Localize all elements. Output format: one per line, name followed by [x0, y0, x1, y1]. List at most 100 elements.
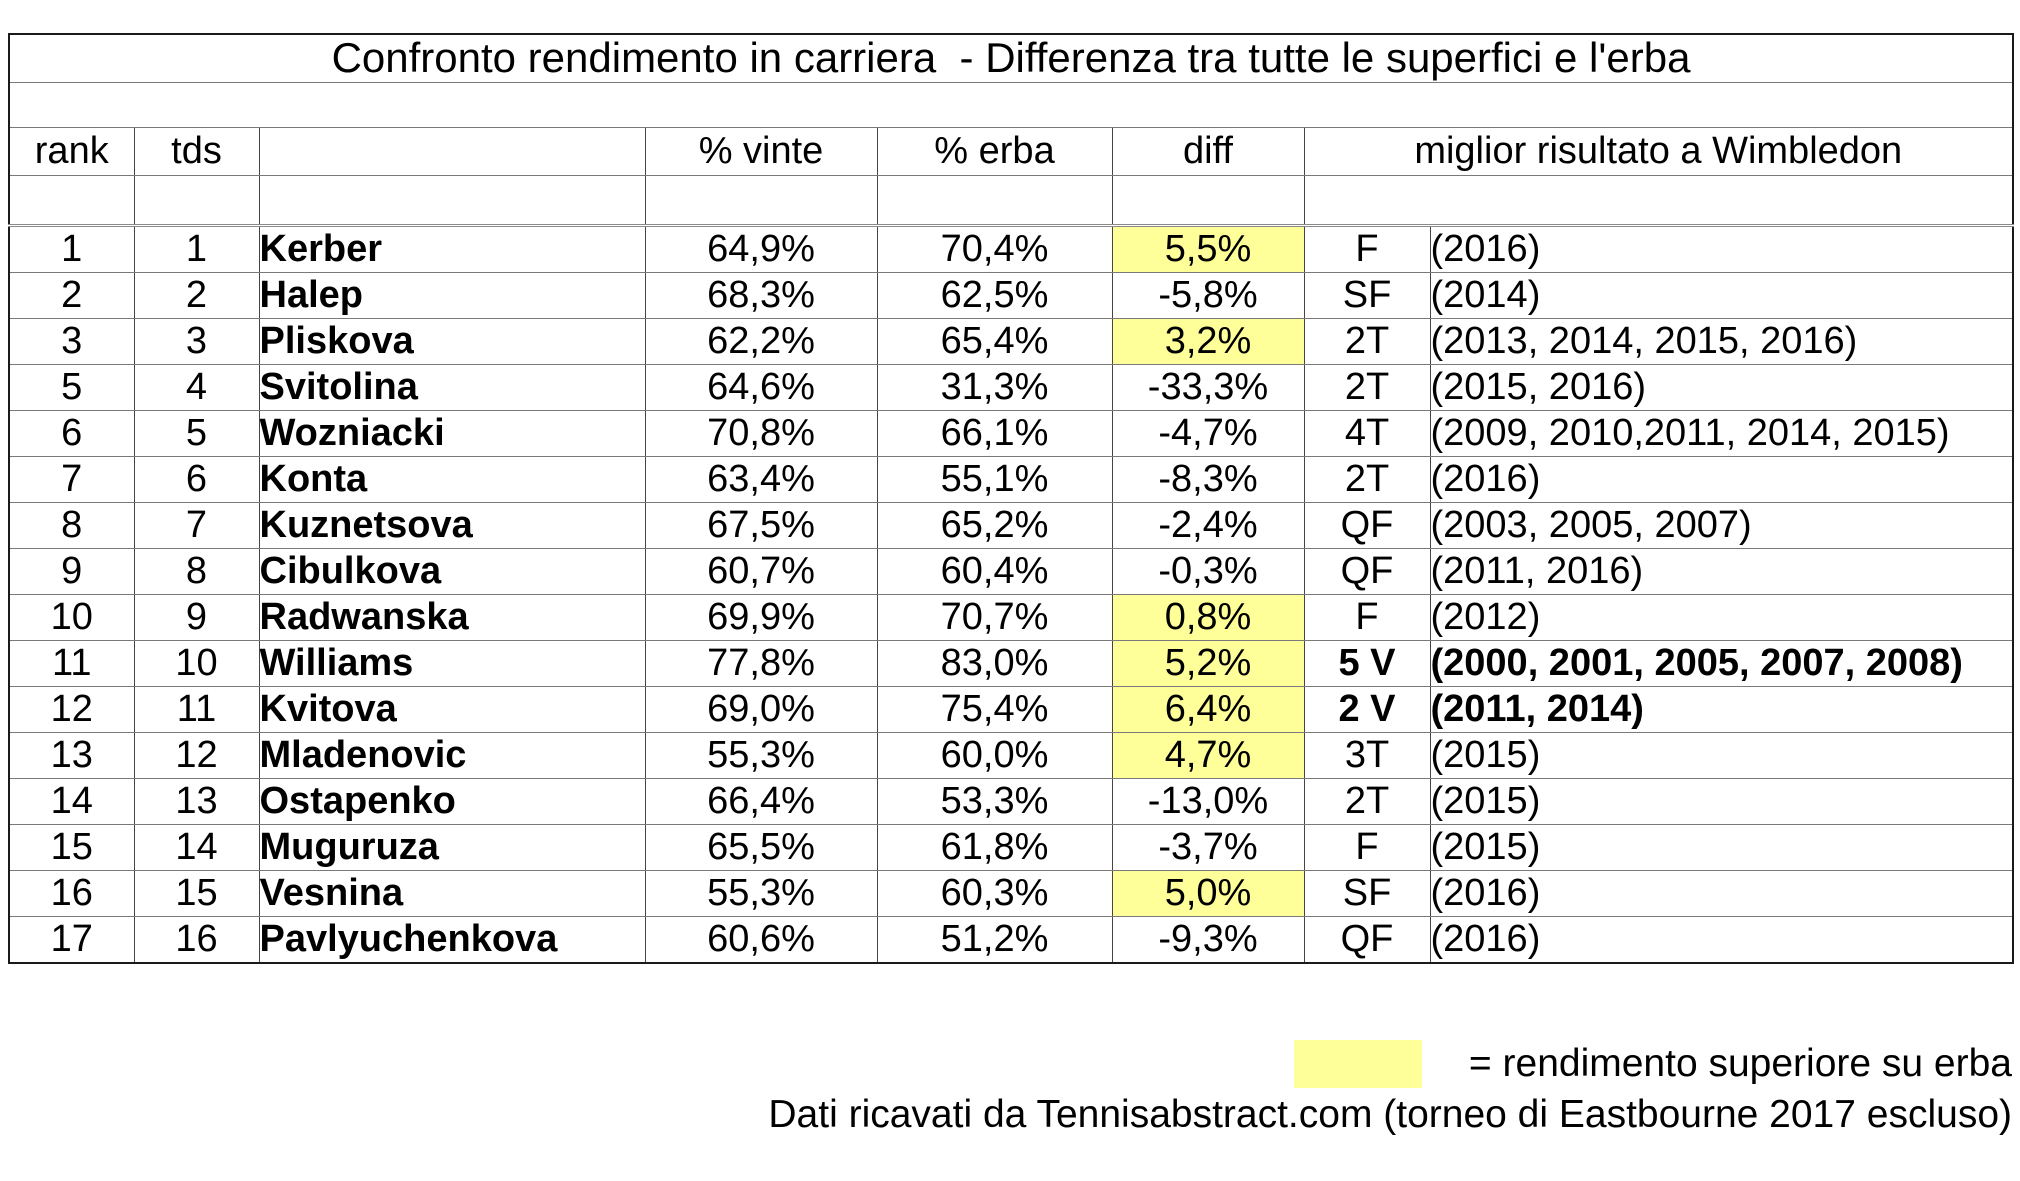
spacer-row — [8, 82, 2014, 128]
pct-grass-cell: 60,3% — [876, 870, 1113, 917]
spacer-cell — [644, 175, 878, 227]
result-cell: 2T — [1303, 456, 1431, 503]
years-cell: (2000, 2001, 2005, 2007, 2008) — [1429, 640, 2014, 687]
spacer-cell — [8, 82, 2014, 128]
player-name-cell: Mladenovic — [258, 732, 646, 779]
rank-cell: 7 — [8, 456, 135, 503]
tds-cell: 1 — [133, 225, 260, 273]
table-row: 6 5 Wozniacki 70,8% 66,1% -4,7% 4T (2009, 2010,… — [8, 410, 2014, 457]
column-header-rank: rank — [8, 127, 135, 176]
years-cell: (2016) — [1429, 456, 2014, 503]
result-cell: 2T — [1303, 318, 1431, 365]
table-row: 10 9 Radwanska 69,9% 70,7% 0,8% F (2012) — [8, 594, 2014, 641]
pct-won-cell: 63,4% — [644, 456, 878, 503]
pct-won-cell: 60,6% — [644, 916, 878, 964]
table-row: 13 12 Mladenovic 55,3% 60,0% 4,7% 3T (2015) — [8, 732, 2014, 779]
pct-grass-cell: 75,4% — [876, 686, 1113, 733]
table-row: 8 7 Kuznetsova 67,5% 65,2% -2,4% QF (2003, 2005… — [8, 502, 2014, 549]
tds-cell: 2 — [133, 272, 260, 319]
pct-grass-cell: 83,0% — [876, 640, 1113, 687]
pct-grass-cell: 60,0% — [876, 732, 1113, 779]
diff-cell: 5,5% — [1111, 225, 1305, 273]
spacer-row — [8, 175, 2014, 227]
diff-cell: -3,7% — [1111, 824, 1305, 871]
years-cell: (2012) — [1429, 594, 2014, 641]
pct-grass-cell: 51,2% — [876, 916, 1113, 964]
pct-grass-cell: 55,1% — [876, 456, 1113, 503]
table-row: 2 2 Halep 68,3% 62,5% -5,8% SF (2014) — [8, 272, 2014, 319]
diff-cell: 5,0% — [1111, 870, 1305, 917]
tds-cell: 13 — [133, 778, 260, 825]
player-name-cell: Svitolina — [258, 364, 646, 411]
tds-cell: 10 — [133, 640, 260, 687]
pct-won-cell: 55,3% — [644, 732, 878, 779]
player-name-cell: Wozniacki — [258, 410, 646, 457]
pct-won-cell: 64,6% — [644, 364, 878, 411]
table-row: 12 11 Kvitova 69,0% 75,4% 6,4% 2 V (2011, 2014) — [8, 686, 2014, 733]
table-row: 16 15 Vesnina 55,3% 60,3% 5,0% SF (2016) — [8, 870, 2014, 917]
page-title: Confronto rendimento in carriera - Diffe… — [8, 33, 2014, 83]
rank-cell: 11 — [8, 640, 135, 687]
spacer-cell — [876, 175, 1113, 227]
diff-cell: 4,7% — [1111, 732, 1305, 779]
years-cell: (2016) — [1429, 225, 2014, 273]
player-name-cell: Radwanska — [258, 594, 646, 641]
player-name-cell: Kuznetsova — [258, 502, 646, 549]
player-name-cell: Kerber — [258, 225, 646, 273]
tds-cell: 14 — [133, 824, 260, 871]
legend: = rendimento superiore su erba — [1293, 1040, 2012, 1088]
player-name-cell: Pliskova — [258, 318, 646, 365]
years-cell: (2015) — [1429, 732, 2014, 779]
diff-cell: -2,4% — [1111, 502, 1305, 549]
years-cell: (2016) — [1429, 916, 2014, 964]
result-cell: QF — [1303, 916, 1431, 964]
result-cell: QF — [1303, 502, 1431, 549]
pct-won-cell: 70,8% — [644, 410, 878, 457]
tds-cell: 15 — [133, 870, 260, 917]
table-row: 11 10 Williams 77,8% 83,0% 5,2% 5 V (2000, 2001… — [8, 640, 2014, 687]
title-row: Confronto rendimento in carriera - Diffe… — [8, 33, 2014, 83]
column-header-tds: tds — [133, 127, 260, 176]
tds-cell: 3 — [133, 318, 260, 365]
player-name-cell: Muguruza — [258, 824, 646, 871]
pct-won-cell: 55,3% — [644, 870, 878, 917]
column-header-pct-won: % vinte — [644, 127, 878, 176]
performance-table: Confronto rendimento in carriera - Diffe… — [8, 33, 2015, 964]
table-body: Confronto rendimento in carriera - Diffe… — [8, 33, 2014, 964]
table-row: 17 16 Pavlyuchenkova 60,6% 51,2% -9,3% QF (2016… — [8, 916, 2014, 964]
tds-cell: 11 — [133, 686, 260, 733]
rank-cell: 12 — [8, 686, 135, 733]
years-cell: (2003, 2005, 2007) — [1429, 502, 2014, 549]
rank-cell: 8 — [8, 502, 135, 549]
diff-cell: -5,8% — [1111, 272, 1305, 319]
pct-grass-cell: 70,7% — [876, 594, 1113, 641]
pct-won-cell: 69,0% — [644, 686, 878, 733]
player-name-cell: Konta — [258, 456, 646, 503]
years-cell: (2011, 2014) — [1429, 686, 2014, 733]
pct-won-cell: 77,8% — [644, 640, 878, 687]
player-name-cell: Halep — [258, 272, 646, 319]
years-cell: (2011, 2016) — [1429, 548, 2014, 595]
player-name-cell: Vesnina — [258, 870, 646, 917]
years-cell: (2009, 2010,2011, 2014, 2015) — [1429, 410, 2014, 457]
result-cell: F — [1303, 225, 1431, 273]
diff-cell: 6,4% — [1111, 686, 1305, 733]
pct-grass-cell: 66,1% — [876, 410, 1113, 457]
pct-won-cell: 67,5% — [644, 502, 878, 549]
spacer-cell — [133, 175, 260, 227]
result-cell: 2 V — [1303, 686, 1431, 733]
tds-cell: 12 — [133, 732, 260, 779]
tds-cell: 16 — [133, 916, 260, 964]
column-header-name — [258, 127, 646, 176]
diff-cell: 5,2% — [1111, 640, 1305, 687]
player-name-cell: Cibulkova — [258, 548, 646, 595]
tds-cell: 7 — [133, 502, 260, 549]
rank-cell: 17 — [8, 916, 135, 964]
table-row: 5 4 Svitolina 64,6% 31,3% -33,3% 2T (2015, 2016… — [8, 364, 2014, 411]
player-name-cell: Williams — [258, 640, 646, 687]
years-cell: (2014) — [1429, 272, 2014, 319]
pct-won-cell: 69,9% — [644, 594, 878, 641]
legend-label: = rendimento superiore su erba — [1468, 1042, 2012, 1085]
pct-won-cell: 62,2% — [644, 318, 878, 365]
rank-cell: 5 — [8, 364, 135, 411]
